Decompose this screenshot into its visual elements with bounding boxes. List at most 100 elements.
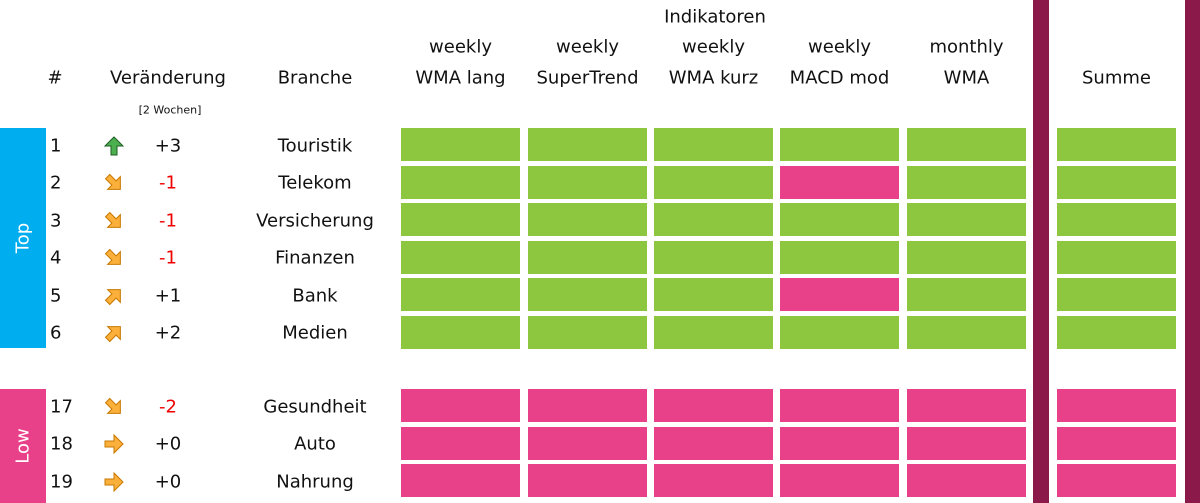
- sector: Auto: [294, 433, 336, 455]
- signal-cell: [907, 315, 1026, 349]
- signal-cell: [780, 389, 899, 422]
- rank: 18: [50, 433, 73, 455]
- group-label-text: Top: [12, 222, 34, 254]
- group-label-text: Low: [12, 428, 34, 464]
- change: +3: [154, 135, 182, 156]
- trend-arrow: [103, 135, 125, 155]
- trend-arrow: [104, 471, 124, 492]
- arrow-shape: [104, 397, 121, 414]
- signal-cell: [528, 240, 647, 274]
- signal-cell: [654, 389, 773, 422]
- change: -1: [159, 172, 177, 194]
- trend-arrow: [104, 248, 121, 265]
- header-rank: #: [47, 67, 63, 89]
- header-sector: Branche: [277, 67, 353, 89]
- header-note: [2 Wochen]: [138, 103, 202, 117]
- change: +0: [154, 433, 182, 455]
- group-label: [0, 389, 46, 503]
- rank: 2: [50, 172, 62, 194]
- column-header: weekly: [808, 36, 871, 58]
- sector: Bank: [292, 285, 338, 306]
- signal-cell: [780, 278, 899, 311]
- column-header: MACD mod: [789, 67, 890, 89]
- rank: 3: [50, 210, 62, 231]
- signal-cell: [907, 165, 1026, 199]
- signal-cell: [654, 128, 773, 161]
- signal-cell: [401, 240, 520, 274]
- signal-cell: [907, 278, 1026, 311]
- sector: Medien: [282, 322, 348, 344]
- signal-cell: [401, 203, 520, 236]
- arrow-shape: [104, 211, 121, 228]
- signal-cell: [907, 203, 1026, 236]
- rank: 19: [50, 471, 73, 492]
- change: +0: [154, 471, 182, 492]
- sum-cell: [1057, 203, 1176, 236]
- arrow-shape: [104, 173, 121, 190]
- group-label: [0, 128, 46, 348]
- signal-cell: [654, 315, 773, 349]
- signal-cell: [907, 128, 1026, 161]
- sum-cell: [1057, 389, 1176, 422]
- sum-cell: [1057, 240, 1176, 274]
- signal-cell: [907, 464, 1026, 497]
- signal-cell: [654, 240, 773, 274]
- change: -1: [159, 247, 177, 269]
- signal-cell: [780, 426, 899, 460]
- sum-cell: [1057, 426, 1176, 460]
- change: +2: [154, 322, 182, 344]
- sector: Gesundheit: [263, 396, 367, 417]
- sector: Telekom: [278, 172, 352, 194]
- signal-cell: [401, 426, 520, 460]
- sum-header: Summe: [1082, 67, 1151, 89]
- trend-arrow: [104, 397, 121, 414]
- signal-cell: [401, 165, 520, 199]
- divider: [1033, 0, 1049, 503]
- trend-arrow: [104, 173, 121, 190]
- signal-cell: [528, 278, 647, 311]
- trend-arrow: [104, 433, 124, 455]
- change: +1: [154, 285, 182, 306]
- change: -2: [159, 396, 177, 417]
- column-header: monthly: [929, 36, 1004, 58]
- column-header: weekly: [682, 36, 745, 58]
- arrow-shape: [104, 471, 124, 492]
- arrow-shape: [104, 288, 121, 305]
- signal-cell: [528, 165, 647, 199]
- signal-cell: [401, 389, 520, 422]
- trend-arrow: [104, 288, 121, 305]
- signal-cell: [654, 165, 773, 199]
- rank: 4: [50, 247, 62, 269]
- trend-arrow: [104, 326, 121, 343]
- signal-cell: [528, 389, 647, 422]
- signal-cell: [528, 315, 647, 349]
- signal-cell: [780, 464, 899, 497]
- signal-cell: [780, 165, 899, 199]
- column-header: weekly: [429, 36, 492, 58]
- signal-cell: [528, 128, 647, 161]
- column-header: WMA: [943, 67, 990, 89]
- signal-cell: [528, 464, 647, 497]
- signal-cell: [780, 203, 899, 236]
- signal-cell: [654, 426, 773, 460]
- arrow-shape: [104, 326, 121, 343]
- signal-cell: [907, 240, 1026, 274]
- signal-cell: [907, 426, 1026, 460]
- sector: Touristik: [277, 135, 353, 156]
- sum-cell: [1057, 128, 1176, 161]
- sum-cell: [1057, 315, 1176, 349]
- signal-cell: [780, 128, 899, 161]
- rank: 5: [50, 285, 62, 306]
- column-header: WMA lang: [415, 67, 506, 89]
- sector: Finanzen: [275, 247, 355, 269]
- arrow-shape: [104, 433, 124, 455]
- signal-cell: [401, 464, 520, 497]
- trend-arrow: [104, 211, 121, 228]
- header-change: Veränderung: [110, 67, 226, 89]
- sum-cell: [1057, 464, 1176, 497]
- column-header: WMA kurz: [668, 67, 759, 89]
- sum-cell: [1057, 165, 1176, 199]
- signal-cell: [401, 278, 520, 311]
- column-header: weekly: [556, 36, 619, 58]
